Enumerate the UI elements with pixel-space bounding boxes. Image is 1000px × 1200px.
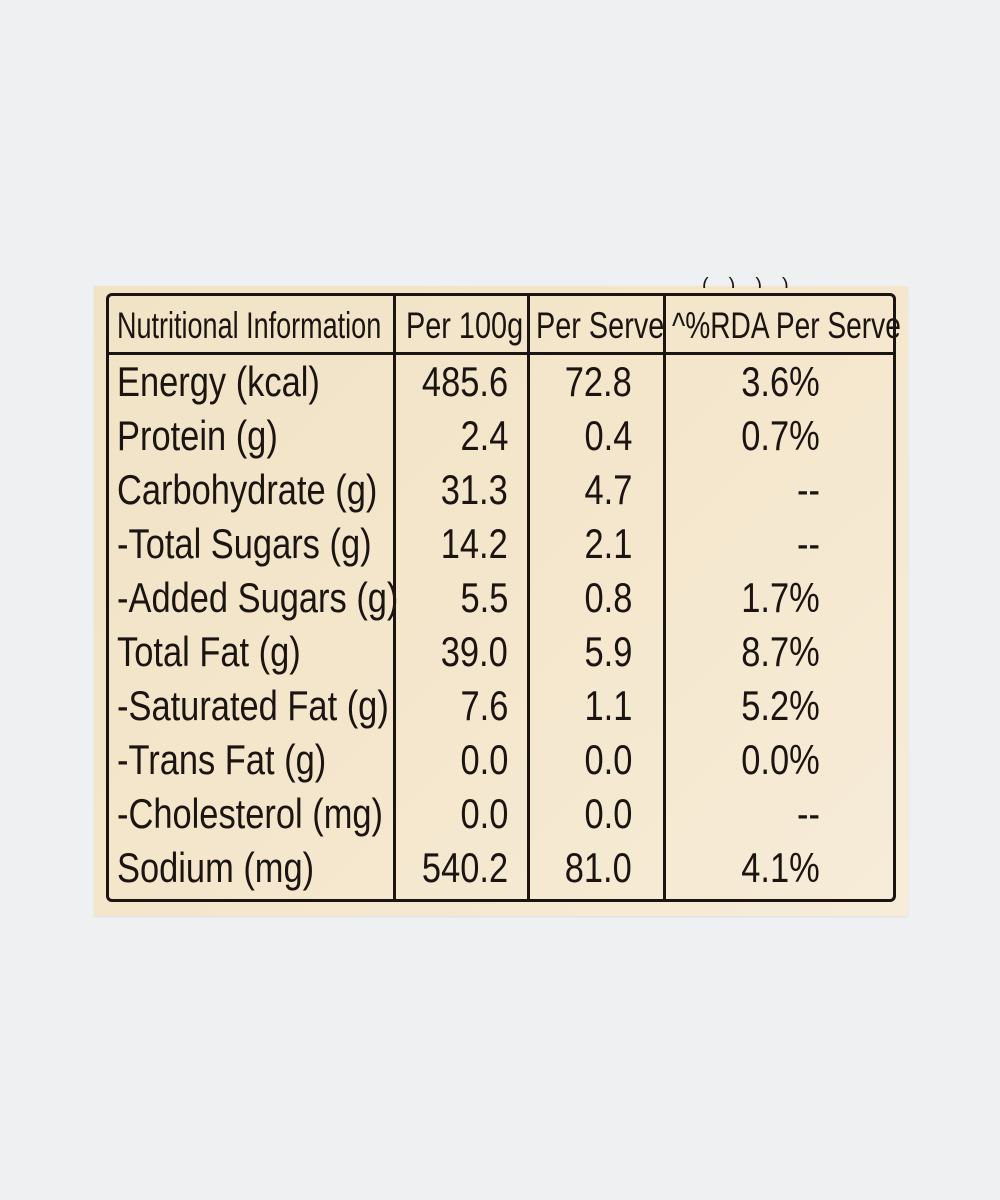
- nutrient-name: -Cholesterol (mg): [117, 790, 384, 837]
- value-rda: 3.6%: [741, 358, 820, 405]
- nutrient-name: -Total Sugars (g): [117, 520, 372, 567]
- value-rda: 8.7%: [741, 628, 820, 675]
- value-per-serve: 1.1: [584, 682, 632, 729]
- value-per-100g: 14.2: [440, 520, 508, 567]
- value-rda: 4.1%: [741, 844, 820, 891]
- table-row: -Trans Fat (g) 0.0 0.0 0.0%: [109, 733, 893, 787]
- value-per-serve: 81.0: [564, 844, 632, 891]
- value-rda: --: [797, 466, 820, 513]
- table-row: Carbohydrate (g) 31.3 4.7 --: [109, 463, 893, 517]
- nutrient-name: -Added Sugars (g): [117, 574, 399, 621]
- value-rda: --: [797, 790, 820, 837]
- nutrient-name: Total Fat (g): [117, 628, 301, 675]
- value-per-100g: 485.6: [421, 358, 508, 405]
- header-per-serve: Per Serve: [536, 305, 665, 346]
- value-rda: --: [797, 520, 820, 567]
- value-per-serve: 0.0: [584, 736, 632, 783]
- table-row: -Saturated Fat (g) 7.6 1.1 5.2%: [109, 679, 893, 733]
- nutrient-name: Energy (kcal): [117, 358, 320, 405]
- value-per-serve: 5.9: [584, 628, 632, 675]
- value-per-serve: 2.1: [584, 520, 632, 567]
- value-per-serve: 0.8: [584, 574, 632, 621]
- nutrient-name: -Saturated Fat (g): [117, 682, 389, 729]
- value-per-100g: 540.2: [421, 844, 508, 891]
- value-rda: 0.0%: [741, 736, 820, 783]
- cropped-text-fragment: ())): [702, 276, 802, 288]
- value-per-100g: 7.6: [460, 682, 508, 729]
- value-per-serve: 72.8: [564, 358, 632, 405]
- value-per-100g: 0.0: [460, 790, 508, 837]
- value-per-serve: 0.0: [584, 790, 632, 837]
- value-per-100g: 2.4: [460, 412, 508, 459]
- column-divider-1: [393, 296, 396, 899]
- table-header-row: Nutritional Information Per 100g Per Ser…: [109, 296, 901, 355]
- column-divider-3: [663, 296, 666, 899]
- value-per-serve: 4.7: [584, 466, 632, 513]
- table-row: Total Fat (g) 39.0 5.9 8.7%: [109, 625, 893, 679]
- nutrient-name: -Trans Fat (g): [117, 736, 327, 783]
- header-per-100g: Per 100g: [406, 305, 524, 346]
- table-row: -Cholesterol (mg) 0.0 0.0 --: [109, 787, 893, 841]
- value-rda: 1.7%: [741, 574, 820, 621]
- nutrient-name: Carbohydrate (g): [117, 466, 378, 513]
- column-divider-2: [527, 296, 530, 899]
- table-row: Sodium (mg) 540.2 81.0 4.1%: [109, 841, 893, 895]
- nutrient-name: Protein (g): [117, 412, 278, 459]
- nutrient-name: Sodium (mg): [117, 844, 315, 891]
- value-rda: 5.2%: [741, 682, 820, 729]
- nutrition-table: Nutritional Information Per 100g Per Ser…: [106, 293, 901, 902]
- table-row: Energy (kcal) 485.6 72.8 3.6%: [109, 355, 893, 409]
- value-per-100g: 0.0: [460, 736, 508, 783]
- table-row: Protein (g) 2.4 0.4 0.7%: [109, 409, 893, 463]
- value-rda: 0.7%: [741, 412, 820, 459]
- table-row: -Total Sugars (g) 14.2 2.1 --: [109, 517, 893, 571]
- header-rda-per-serve: ^%RDA Per Serve: [672, 305, 901, 346]
- header-nutritional-information: Nutritional Information: [117, 305, 382, 346]
- value-per-100g: 5.5: [460, 574, 508, 621]
- value-per-100g: 31.3: [440, 466, 508, 513]
- table-row: -Added Sugars (g) 5.5 0.8 1.7%: [109, 571, 893, 625]
- nutrition-label-card: [94, 286, 908, 916]
- value-per-100g: 39.0: [440, 628, 508, 675]
- value-per-serve: 0.4: [584, 412, 632, 459]
